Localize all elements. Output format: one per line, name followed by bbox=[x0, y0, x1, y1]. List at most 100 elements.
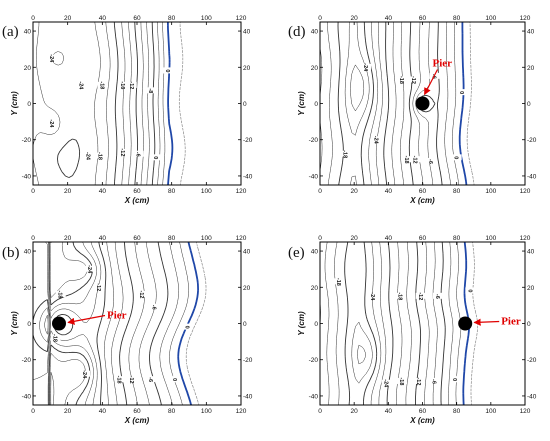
contour-level-0 bbox=[177, 242, 199, 405]
contour-value-label: -6 bbox=[147, 377, 153, 382]
contour-label-bg bbox=[145, 87, 156, 94]
x-tick-label-top: 20 bbox=[64, 235, 72, 242]
contour-value-label: -24 bbox=[362, 63, 368, 72]
contour-label-bg bbox=[85, 265, 96, 272]
contour-value-label: -6 bbox=[427, 159, 433, 164]
x-tick-label-bottom: 20 bbox=[351, 188, 359, 195]
pier-arrow bbox=[473, 318, 500, 326]
contour-label-bg bbox=[114, 376, 125, 383]
contour-label-bg bbox=[367, 292, 378, 299]
y-tick-label-left: 0 bbox=[314, 101, 318, 108]
y-tick-label-left: -40 bbox=[22, 173, 32, 180]
pier-marker bbox=[458, 316, 473, 331]
contour-level--22 bbox=[327, 22, 379, 185]
contour-value-label: 0 bbox=[152, 156, 158, 159]
contour-level--16 bbox=[121, 22, 126, 185]
x-tick-label-top: 20 bbox=[351, 235, 359, 242]
x-tick-label-top: 40 bbox=[385, 15, 393, 22]
x-tick-label-top: 120 bbox=[520, 15, 531, 22]
contour-label-bg bbox=[361, 63, 372, 70]
contour-level--26 bbox=[351, 321, 373, 384]
contour-label-bg bbox=[149, 303, 160, 310]
panel-b: 0 0 20 20 40 40 60 60 80 80 100 100 120 120 40 40 20 20 0 0… bbox=[2, 235, 253, 425]
y-tick-label-right: 40 bbox=[527, 29, 535, 36]
contour-label-bg bbox=[93, 283, 104, 290]
contour-level-2 bbox=[470, 242, 479, 405]
contour-label-bg bbox=[95, 152, 106, 159]
contour-value-label: -6 bbox=[430, 379, 436, 384]
contour-level--20 bbox=[320, 22, 383, 185]
pier-label: Pier bbox=[433, 58, 453, 70]
y-tick-label-right: -40 bbox=[243, 173, 253, 180]
contour-value-label: -18 bbox=[335, 278, 341, 286]
contour-level--2 bbox=[169, 242, 189, 405]
contour-value-label: 0 bbox=[171, 378, 177, 381]
y-tick-label-right: 20 bbox=[527, 65, 535, 72]
contour-label-bg bbox=[126, 376, 137, 383]
y-axis-label: Y (cm) bbox=[297, 311, 306, 336]
contour-label-bg bbox=[456, 89, 467, 96]
contour-level--22 bbox=[33, 22, 101, 185]
x-tick-label-bottom: 80 bbox=[168, 188, 176, 195]
contour-level--8 bbox=[138, 242, 157, 405]
contour-value-label: -18 bbox=[97, 152, 103, 160]
contour-level--24 bbox=[57, 138, 81, 179]
contour-value-label: 0 bbox=[458, 91, 464, 94]
y-tick-label-right: -40 bbox=[243, 393, 253, 400]
contour-level--14 bbox=[405, 242, 412, 405]
x-tick-label-top: 100 bbox=[201, 235, 212, 242]
y-tick-label-right: 40 bbox=[243, 29, 251, 36]
y-tick-label-left: 40 bbox=[311, 249, 319, 256]
pier-arrow bbox=[67, 314, 106, 325]
contour-level--4 bbox=[448, 242, 454, 405]
x-tick-label-bottom: 0 bbox=[318, 408, 322, 415]
contour-level--4 bbox=[159, 242, 179, 405]
contour-level--14 bbox=[400, 22, 405, 185]
contour-value-label: 0 bbox=[183, 326, 189, 329]
x-tick-label-top: 20 bbox=[64, 15, 72, 22]
x-tick-label-bottom: 40 bbox=[385, 188, 393, 195]
y-tick-label-right: 40 bbox=[243, 249, 251, 256]
contour-label-bg bbox=[410, 156, 421, 163]
contour-level-0 bbox=[167, 22, 174, 185]
x-tick-label-bottom: 80 bbox=[453, 188, 461, 195]
contour-level--12 bbox=[119, 242, 134, 405]
y-tick-label-left: -20 bbox=[22, 357, 32, 364]
x-tick-label-bottom: 100 bbox=[201, 188, 212, 195]
contour-label-bg bbox=[340, 150, 351, 157]
contour-value-label: -18 bbox=[342, 150, 348, 158]
contour-value-label: -24 bbox=[48, 119, 54, 128]
contour-level--6 bbox=[440, 242, 446, 405]
x-tick-label-bottom: 60 bbox=[133, 188, 141, 195]
contour-value-label: -6 bbox=[135, 152, 141, 157]
contour-label-bg bbox=[47, 119, 58, 126]
contour-level--16 bbox=[391, 22, 397, 185]
contour-label-bg bbox=[137, 291, 148, 298]
x-tick-label-bottom: 80 bbox=[453, 408, 461, 415]
contour-value-label: -24 bbox=[372, 136, 378, 145]
contour-level--12 bbox=[408, 22, 414, 185]
contour-value-label: -24 bbox=[78, 81, 84, 90]
contour-label-bg bbox=[429, 377, 440, 384]
contour-level--16 bbox=[39, 242, 114, 405]
contour-label-bg bbox=[83, 152, 94, 159]
x-tick-label-top: 100 bbox=[485, 15, 496, 22]
contour-level--28 bbox=[350, 64, 365, 112]
x-tick-label-bottom: 120 bbox=[520, 408, 531, 415]
y-tick-label-left: -20 bbox=[22, 137, 32, 144]
contour-level--20 bbox=[105, 22, 111, 185]
contour-value-label: -24 bbox=[383, 379, 389, 388]
y-tick-label-left: 0 bbox=[27, 321, 31, 328]
x-tick-label-top: 60 bbox=[133, 15, 141, 22]
contour-value-label: -18 bbox=[57, 291, 63, 299]
y-axis-label: Y (cm) bbox=[297, 91, 306, 116]
contour-value-label: -12 bbox=[128, 376, 134, 384]
y-tick-label-left: 40 bbox=[24, 29, 32, 36]
x-tick-label-bottom: 20 bbox=[351, 408, 359, 415]
x-tick-label-top: 100 bbox=[485, 235, 496, 242]
panel-e: 0 0 20 20 40 40 60 60 80 80 100 100 120 120 40 40 20 20 0 0… bbox=[288, 235, 537, 425]
pier-marker bbox=[415, 96, 430, 111]
x-axis-label: X (cm) bbox=[409, 196, 435, 205]
contour-label-bg bbox=[381, 379, 392, 386]
